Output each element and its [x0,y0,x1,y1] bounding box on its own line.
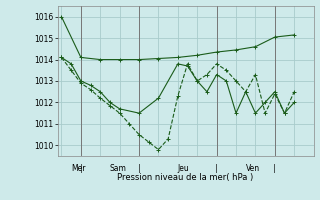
Text: Mer: Mer [71,164,86,173]
X-axis label: Pression niveau de la mer( hPa ): Pression niveau de la mer( hPa ) [117,173,254,182]
Text: |: | [274,164,276,173]
Text: Ven: Ven [246,164,260,173]
Text: Jeu: Jeu [178,164,189,173]
Text: |: | [138,164,140,173]
Text: Sam: Sam [110,164,127,173]
Text: |: | [80,164,82,173]
Text: |: | [215,164,218,173]
